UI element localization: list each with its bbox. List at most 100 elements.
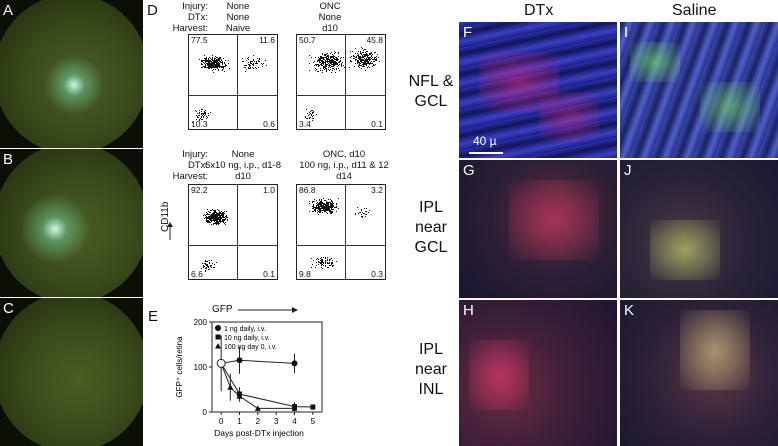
scatter-dot	[210, 64, 212, 66]
scatter-dot	[321, 201, 323, 203]
scatter-dot	[312, 112, 314, 114]
quadrant-lr: 0.1	[371, 119, 383, 129]
scatter-dot	[319, 199, 321, 201]
scatter-dot	[370, 55, 372, 57]
scatter-dot	[319, 62, 321, 64]
panel-letter-j: J	[624, 162, 632, 179]
scatter-dot	[313, 110, 315, 112]
scatter-dot	[220, 215, 222, 217]
scatter-dot	[339, 69, 341, 71]
scatter-dot	[330, 55, 332, 57]
scatter-dot	[329, 205, 331, 207]
scatter-dot	[214, 62, 216, 64]
scatter-dot	[210, 67, 212, 69]
scatter-dot	[367, 63, 369, 65]
scatter-dot	[331, 56, 333, 58]
scatter-dot	[214, 209, 216, 211]
scatter-dot	[356, 58, 358, 60]
scatter-dot	[213, 60, 215, 62]
scatter-dot	[315, 206, 317, 208]
scatter-dot	[336, 62, 338, 64]
scatter-dot	[317, 71, 319, 73]
scatter-dot	[331, 211, 333, 213]
scatter-dot	[331, 61, 333, 63]
scatter-dot	[368, 57, 370, 59]
scatter-dot	[333, 66, 335, 68]
scatter-dot	[228, 68, 230, 70]
scatter-dot	[328, 70, 330, 72]
scatter-dot	[335, 207, 337, 209]
scatter-dot	[206, 213, 208, 215]
scatter-dot	[363, 60, 365, 62]
scatter-dot	[210, 65, 212, 67]
scatter-dot	[358, 56, 360, 58]
scatter-dot	[362, 60, 364, 62]
scatter-dot	[250, 61, 252, 63]
scatter-dot	[219, 219, 221, 221]
scatter-dot	[313, 208, 315, 210]
x-tick-label: 1	[237, 417, 242, 426]
scatter-dot	[335, 63, 337, 65]
scatter-dot	[211, 215, 213, 217]
scatter-dot	[327, 259, 329, 261]
scatter-dot	[204, 65, 206, 67]
scatter-dot	[223, 218, 225, 220]
scatter-dot	[206, 58, 208, 60]
scatter-dot	[360, 59, 362, 61]
scatter-dot	[211, 54, 213, 56]
scatter-dot	[330, 65, 331, 67]
scatter-dot	[210, 214, 212, 216]
scatter-dot	[308, 118, 310, 120]
scatter-dot	[366, 63, 368, 65]
scatter-dot	[210, 267, 212, 269]
scatter-dot	[256, 58, 258, 60]
scatter-dot	[323, 208, 325, 210]
flow-plot-top-right: 50.7 45.8 3.4 0.1	[296, 34, 386, 130]
scatter-dot	[331, 205, 333, 207]
scatter-dot	[360, 215, 362, 217]
flow-plot-top-left: 77.5 11.6 10.3 0.6	[188, 34, 278, 130]
scatter-dot	[364, 208, 366, 210]
scatter-dot	[219, 215, 221, 217]
panel-letter-e: E	[148, 308, 159, 325]
scatter-dot	[220, 65, 222, 67]
scatter-dot	[333, 64, 335, 66]
scatter-dot	[334, 62, 336, 64]
scatter-dot	[217, 66, 219, 68]
scatter-dot	[198, 117, 200, 119]
scatter-dot	[205, 267, 207, 269]
scatter-dot	[331, 64, 333, 66]
scatter-dot	[357, 60, 359, 62]
scatter-dot	[218, 60, 220, 62]
scatter-dot	[358, 63, 360, 65]
scatter-dot	[214, 214, 216, 216]
scatter-dot	[210, 220, 212, 222]
scatter-dot	[212, 220, 214, 222]
scatter-dot	[337, 59, 339, 61]
scatter-dot	[201, 112, 203, 114]
scatter-dot	[334, 60, 336, 62]
scatter-dot	[208, 66, 210, 68]
flow-top-header-col1: None None Naive	[210, 1, 266, 34]
scatter-dot	[360, 57, 362, 59]
fundus-image-b: B	[0, 149, 143, 297]
scatter-dot	[324, 67, 326, 69]
scatter-dot	[364, 52, 366, 54]
scatter-dot	[332, 65, 334, 67]
scatter-dot	[318, 205, 320, 207]
header-value: 6x10 ng, i.p., d1-8	[204, 160, 282, 171]
scatter-dot	[331, 210, 333, 212]
scatter-dot	[223, 216, 225, 218]
scatter-dot	[218, 215, 220, 217]
scatter-dot	[208, 213, 210, 215]
scatter-dot	[322, 58, 324, 60]
scatter-dot	[319, 64, 321, 66]
scatter-dot	[359, 66, 361, 68]
scatter-dot	[255, 67, 257, 69]
scatter-dot	[207, 61, 209, 63]
scatter-dot	[309, 112, 311, 114]
scatter-dot	[213, 266, 215, 268]
scatter-dot	[332, 204, 334, 206]
scatter-dot	[313, 210, 315, 212]
scatter-dot	[220, 212, 222, 214]
